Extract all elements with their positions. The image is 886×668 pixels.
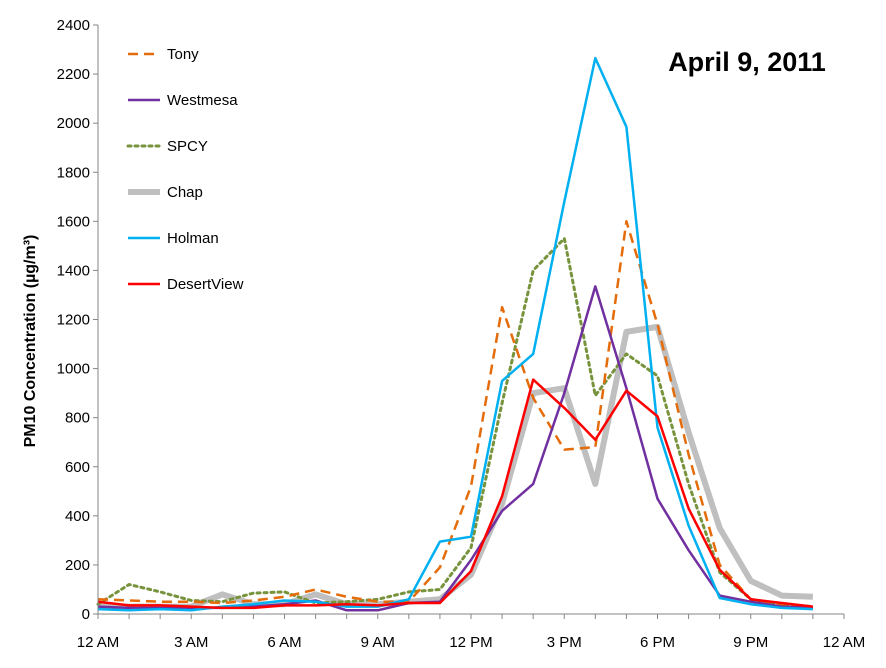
x-tick-label: 9 AM xyxy=(361,634,395,651)
x-tick-label: 12 PM xyxy=(449,634,492,651)
x-tick-label: 12 AM xyxy=(823,634,866,651)
x-tick-label: 12 AM xyxy=(77,634,120,651)
legend-label-chap: Chap xyxy=(167,184,203,201)
legend-label-tony: Tony xyxy=(167,46,199,63)
y-tick-label: 0 xyxy=(82,606,90,623)
series-line-tony xyxy=(97,220,814,610)
plot-area xyxy=(96,56,815,612)
y-tick-label: 1200 xyxy=(57,312,90,329)
y-tick-label: 600 xyxy=(65,459,90,476)
series-line-desertview xyxy=(97,378,814,610)
x-tick-label: 6 AM xyxy=(267,634,301,651)
x-tick-label: 3 AM xyxy=(174,634,208,651)
legend-label-westmesa: Westmesa xyxy=(167,92,238,109)
y-tick-label: 1400 xyxy=(57,262,90,279)
y-tick-label: 2200 xyxy=(57,66,90,83)
y-tick-label: 400 xyxy=(65,508,90,525)
legend-label-spcy: SPCY xyxy=(167,138,208,155)
legend-label-desertview: DesertView xyxy=(167,276,244,293)
y-tick-label: 2400 xyxy=(57,17,90,34)
y-tick-label: 1800 xyxy=(57,164,90,181)
y-tick-label: 1600 xyxy=(57,213,90,230)
series-line-spcy xyxy=(96,237,815,609)
y-tick-label: 1000 xyxy=(57,361,90,378)
axes: 0 200 400 600 800 1000 1200 1400 1600 1800 2000 220… xyxy=(57,17,866,651)
x-tick-label: 6 PM xyxy=(640,634,675,651)
x-tick-label: 3 PM xyxy=(547,634,582,651)
y-tick-label: 200 xyxy=(65,557,90,574)
legend-label-holman: Holman xyxy=(167,230,219,247)
legend: Tony Westmesa SPCY Chap Holman DesertView xyxy=(126,46,244,293)
y-axis-title: PM10 Concentration (µg/m³) xyxy=(22,235,39,448)
y-tick-label: 2000 xyxy=(57,115,90,132)
chart-title: April 9, 2011 xyxy=(668,47,826,77)
x-tick-label: 9 PM xyxy=(733,634,768,651)
y-tick-label: 800 xyxy=(65,410,90,427)
